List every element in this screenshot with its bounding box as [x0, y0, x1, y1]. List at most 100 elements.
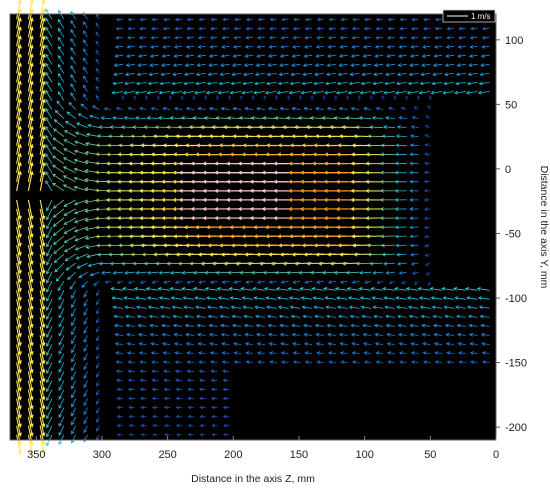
velocity-arrow: [425, 271, 431, 276]
velocity-arrow: [163, 17, 171, 22]
velocity-arrow: [241, 296, 254, 300]
velocity-arrow: [211, 405, 218, 410]
velocity-arrow: [161, 323, 171, 328]
velocity-arrow: [39, 226, 46, 248]
velocity-arrow: [16, 326, 22, 347]
velocity-arrow: [83, 75, 88, 83]
velocity-arrow: [323, 287, 336, 291]
velocity-arrow: [138, 351, 147, 355]
velocity-arrow: [262, 116, 277, 120]
velocity-arrow: [57, 91, 65, 101]
velocity-arrow: [27, 262, 34, 284]
velocity-arrow: [39, 362, 46, 383]
velocity-arrow: [291, 63, 301, 67]
velocity-arrow: [63, 226, 76, 234]
velocity-arrow: [54, 109, 65, 119]
velocity-arrow: [57, 81, 65, 92]
velocity-arrow: [16, 398, 22, 419]
velocity-arrow: [198, 378, 206, 383]
velocity-arrow: [339, 280, 348, 284]
velocity-arrow: [267, 63, 277, 67]
velocity-arrow: [267, 54, 277, 58]
velocity-arrow: [242, 81, 254, 86]
velocity-arrow: [95, 58, 100, 65]
velocity-arrow: [27, 152, 34, 173]
velocity-arrow: [350, 323, 360, 328]
velocity-arrow: [127, 17, 135, 22]
velocity-arrow: [350, 63, 360, 67]
velocity-arrow: [433, 332, 443, 337]
velocity-arrow: [210, 387, 218, 392]
velocity-arrow: [314, 63, 324, 67]
velocity-arrow: [411, 271, 419, 275]
velocity-arrow: [231, 323, 242, 328]
velocity-arrow: [303, 332, 313, 337]
velocity-arrow: [112, 81, 124, 86]
velocity-arrow: [325, 305, 336, 310]
velocity-arrow: [127, 378, 135, 383]
velocity-arrow: [359, 296, 372, 300]
velocity-arrow: [363, 280, 372, 284]
velocity-arrow: [358, 116, 372, 120]
velocity-arrow: [233, 26, 242, 31]
velocity-arrow: [52, 208, 65, 218]
velocity-arrow: [175, 396, 183, 401]
velocity-arrow: [394, 216, 407, 221]
velocity-arrow: [16, 53, 22, 74]
velocity-arrow: [62, 157, 76, 165]
velocity-arrow: [314, 323, 324, 328]
velocity-arrow: [147, 305, 159, 310]
velocity-arrow: [387, 360, 395, 365]
velocity-arrow: [175, 387, 183, 392]
velocity-arrow: [170, 296, 183, 300]
velocity-arrow: [362, 332, 372, 337]
velocity-arrow: [481, 351, 490, 355]
velocity-arrow: [198, 387, 206, 392]
velocity-arrow: [385, 270, 395, 275]
velocity-arrow: [137, 332, 147, 337]
velocity-arrow: [122, 287, 135, 291]
velocity-arrow: [16, 344, 22, 365]
velocity-arrow: [385, 116, 395, 120]
velocity-arrow: [350, 54, 360, 58]
velocity-arrow: [264, 90, 277, 95]
velocity-arrow: [58, 416, 65, 427]
velocity-arrow: [95, 67, 100, 74]
velocity-arrow: [71, 326, 77, 336]
velocity-arrow: [221, 280, 230, 284]
velocity-arrow: [146, 296, 159, 300]
velocity-arrow: [355, 125, 372, 129]
velocity-arrow: [369, 261, 384, 266]
velocity-arrow: [95, 94, 100, 101]
velocity-arrow: [83, 290, 88, 298]
velocity-arrow: [134, 90, 147, 95]
velocity-arrow: [279, 63, 289, 67]
velocity-arrow: [16, 35, 22, 56]
velocity-arrow: [83, 299, 88, 307]
velocity-arrow: [206, 81, 218, 86]
velocity-arrow: [441, 287, 455, 291]
velocity-arrow: [57, 27, 65, 38]
velocity-arrow: [337, 314, 348, 319]
velocity-arrow: [195, 314, 206, 319]
velocity-arrow: [151, 396, 159, 401]
velocity-arrow: [328, 17, 336, 22]
velocity-arrow: [185, 44, 194, 49]
velocity-arrow: [58, 326, 65, 337]
velocity-arrow: [163, 414, 171, 419]
velocity-arrow: [220, 54, 230, 58]
velocity-arrow: [210, 369, 218, 374]
velocity-arrow: [113, 323, 124, 328]
velocity-arrow: [409, 243, 419, 248]
velocity-arrow: [46, 299, 53, 311]
velocity-arrow: [372, 81, 384, 86]
velocity-arrow: [333, 116, 348, 120]
velocity-arrow: [355, 261, 372, 266]
velocity-arrow: [115, 369, 124, 374]
velocity-arrow: [349, 72, 360, 77]
velocity-arrow: [39, 26, 46, 47]
velocity-arrow: [180, 95, 184, 101]
velocity-arrow: [339, 342, 348, 346]
velocity-arrow: [374, 342, 384, 346]
velocity-arrow: [476, 287, 490, 291]
